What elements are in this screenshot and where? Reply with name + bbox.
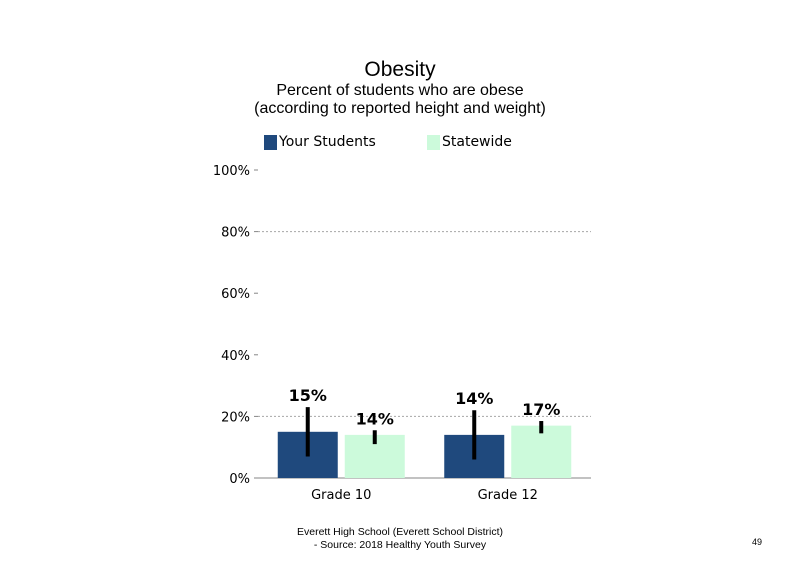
y-tick-label: 40% bbox=[221, 349, 250, 364]
page-number: 49 bbox=[752, 537, 763, 547]
chart-subtitle-line-2: (according to reported height and weight… bbox=[254, 100, 546, 117]
y-tick-label: 80% bbox=[221, 226, 250, 241]
data-label: 17% bbox=[522, 400, 560, 419]
y-tick-label: 100% bbox=[213, 164, 250, 179]
data-label: 14% bbox=[455, 389, 493, 408]
x-category-label: Grade 12 bbox=[478, 488, 538, 503]
legend-swatch-statewide bbox=[427, 134, 440, 150]
chart-title: Obesity bbox=[364, 58, 436, 81]
x-category-label: Grade 10 bbox=[311, 488, 371, 503]
footer-school: Everett High School (Everett School Dist… bbox=[297, 526, 503, 538]
data-label: 14% bbox=[356, 409, 394, 428]
legend-label-statewide: Statewide bbox=[442, 134, 512, 150]
y-tick-label: 20% bbox=[221, 410, 250, 425]
legend-item-your-students: Your Students bbox=[264, 133, 376, 151]
y-tick-label: 60% bbox=[221, 287, 250, 302]
data-label: 15% bbox=[289, 386, 327, 405]
bar-statewide bbox=[511, 425, 572, 478]
legend-swatch-your-students bbox=[264, 134, 277, 150]
legend-label-your-students: Your Students bbox=[279, 134, 376, 150]
footer-source: - Source: 2018 Healthy Youth Survey bbox=[313, 539, 487, 551]
y-tick-label: 0% bbox=[229, 472, 250, 487]
chart-subtitle-line-1: Percent of students who are obese bbox=[276, 82, 524, 99]
legend-item-statewide: Statewide bbox=[427, 133, 512, 151]
